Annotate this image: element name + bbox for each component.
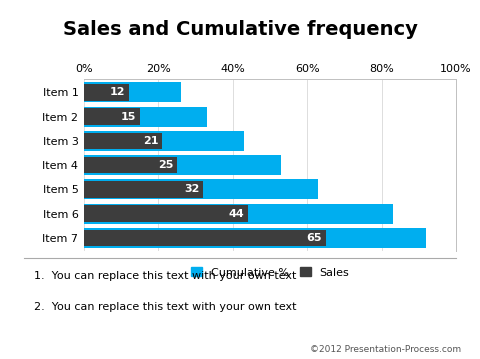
Bar: [84, 157, 177, 173]
Text: 21: 21: [143, 136, 158, 146]
Bar: [84, 82, 180, 102]
Bar: [84, 132, 162, 149]
Bar: [84, 230, 326, 246]
Bar: [84, 204, 393, 224]
Text: 2.  You can replace this text with your own text: 2. You can replace this text with your o…: [34, 302, 296, 312]
Text: ©2012 Presentation-Process.com: ©2012 Presentation-Process.com: [310, 345, 461, 354]
Bar: [84, 205, 248, 222]
Text: 1.  You can replace this text with your own text: 1. You can replace this text with your o…: [34, 271, 296, 281]
Bar: [84, 181, 203, 198]
Bar: [84, 108, 140, 125]
Bar: [84, 228, 426, 248]
Bar: [84, 84, 129, 101]
Text: 15: 15: [120, 112, 136, 122]
Text: Sales and Cumulative frequency: Sales and Cumulative frequency: [62, 20, 418, 39]
Text: 65: 65: [307, 233, 322, 243]
Bar: [84, 131, 244, 151]
Bar: [84, 155, 281, 175]
Text: 12: 12: [109, 87, 125, 97]
Legend: Cumulative %, Sales: Cumulative %, Sales: [191, 267, 349, 278]
Bar: [84, 180, 318, 199]
Bar: [84, 107, 207, 127]
Text: 25: 25: [158, 160, 173, 170]
Text: 44: 44: [228, 209, 244, 219]
Text: 32: 32: [184, 185, 199, 195]
